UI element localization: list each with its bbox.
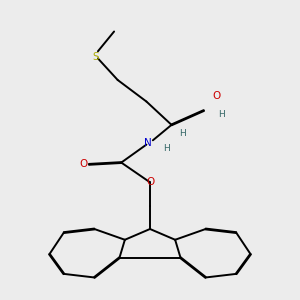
Text: H: H [179, 129, 186, 138]
Text: H: H [218, 110, 225, 118]
Text: O: O [146, 177, 154, 187]
Text: S: S [93, 52, 100, 61]
Text: O: O [80, 159, 88, 170]
Text: N: N [144, 138, 152, 148]
Text: H: H [163, 144, 169, 153]
Text: O: O [212, 91, 220, 101]
